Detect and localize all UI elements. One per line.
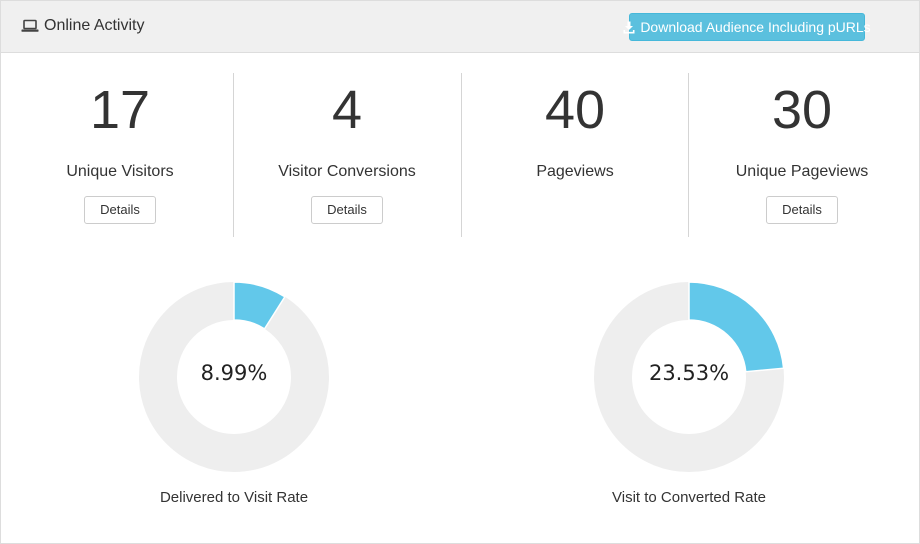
panel-title: Online Activity bbox=[21, 17, 144, 35]
donut-slice bbox=[688, 281, 785, 373]
metric-divider bbox=[688, 73, 689, 237]
metric-unique-pageviews: 30 Unique Pageviews Details bbox=[688, 73, 916, 237]
visit-to-converted-rate-chart: 23.53% Visit to Converted Rate bbox=[589, 277, 789, 517]
donut-value: 8.99% bbox=[200, 361, 268, 385]
donut-label: Visit to Converted Rate bbox=[612, 489, 766, 506]
metric-divider bbox=[461, 73, 462, 237]
metric-visitor-conversions: 4 Visitor Conversions Details bbox=[233, 73, 461, 237]
metric-label: Pageviews bbox=[536, 163, 614, 180]
metric-divider bbox=[233, 73, 234, 237]
metrics-row: 17 Unique Visitors Details 4 Visitor Con… bbox=[1, 73, 919, 237]
download-audience-button[interactable]: Download Audience Including pURLs bbox=[623, 13, 871, 41]
panel-title-text: Online Activity bbox=[44, 17, 145, 34]
laptop-icon bbox=[21, 19, 39, 33]
donut-label: Delivered to Visit Rate bbox=[159, 489, 309, 506]
metric-label: Unique Visitors bbox=[66, 163, 174, 180]
visitor-conversions-details-button[interactable]: Details bbox=[311, 196, 383, 224]
panel-header: Online Activity Download Audience Includ… bbox=[1, 1, 919, 53]
metric-value: 30 bbox=[771, 80, 833, 140]
delivered-to-visit-rate-chart: 8.99% Delivered to Visit Rate bbox=[134, 277, 334, 517]
donut-chart bbox=[594, 281, 785, 472]
download-audience-label: Download Audience Including pURLs bbox=[640, 19, 871, 35]
metric-value: 17 bbox=[89, 80, 151, 140]
donut-chart bbox=[139, 281, 329, 472]
donut-slice bbox=[233, 281, 286, 330]
metric-unique-visitors: 17 Unique Visitors Details bbox=[6, 73, 234, 237]
donut-value: 23.53% bbox=[648, 361, 730, 385]
metric-value: 4 bbox=[331, 80, 363, 140]
download-icon bbox=[623, 21, 635, 34]
metric-value: 40 bbox=[544, 80, 606, 140]
metric-pageviews: 40 Pageviews bbox=[461, 73, 689, 237]
metric-label: Unique Pageviews bbox=[735, 163, 869, 180]
unique-visitors-details-button[interactable]: Details bbox=[84, 196, 156, 224]
metric-label: Visitor Conversions bbox=[278, 163, 416, 180]
unique-pageviews-details-button[interactable]: Details bbox=[766, 196, 838, 224]
